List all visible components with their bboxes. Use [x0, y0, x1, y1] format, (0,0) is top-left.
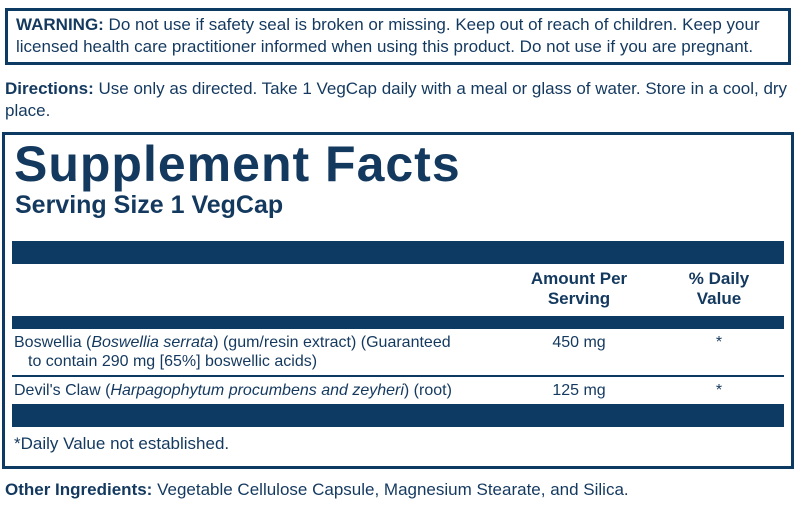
directions-text: Use only as directed. Take 1 VegCap dail…	[5, 79, 788, 120]
ingredient-name-pre: Devil's Claw (	[14, 381, 111, 399]
ingredient-latin-name: Harpagophytum procumbens and zeyheri	[110, 381, 404, 399]
warning-text: Do not use if safety seal is broken or m…	[16, 15, 760, 56]
dv-header-line2: Value	[696, 288, 742, 308]
warning-label: WARNING:	[16, 15, 104, 34]
supplement-facts-title: Supplement Facts	[14, 136, 461, 192]
dv-header-line1: % Daily	[688, 268, 750, 288]
ingredient-name-pre: Boswellia (	[14, 333, 92, 351]
column-header-row: Amount Per Serving % Daily Value	[12, 264, 784, 316]
ingredient-name-line2: to contain 290 mg [65%] boswellic acids)	[28, 352, 318, 370]
other-ingredients-paragraph: Other Ingredients: Vegetable Cellulose C…	[5, 479, 788, 501]
ingredient-name: Devil's Claw (Harpagophytum procumbens a…	[12, 381, 504, 400]
ingredient-daily-value: *	[715, 333, 723, 351]
directions-label: Directions:	[5, 79, 94, 98]
supplement-facts-panel: Supplement Facts Serving Size 1 VegCap A…	[2, 132, 794, 469]
divider-bar-under-header	[12, 315, 784, 329]
ingredient-latin-name: Boswellia serrata	[91, 333, 214, 351]
ingredient-daily-value: *	[715, 381, 723, 399]
daily-value-footnote: *Daily Value not established.	[14, 433, 230, 453]
ingredient-name-post: ) (root)	[403, 381, 452, 399]
divider-bar-top	[12, 240, 784, 264]
column-header-amount-per-serving: Amount Per Serving	[504, 269, 654, 309]
ingredient-name: Boswellia (Boswellia serrata) (gum/resin…	[12, 333, 504, 371]
warning-box: WARNING: Do not use if safety seal is br…	[5, 8, 791, 65]
directions-paragraph: Directions: Use only as directed. Take 1…	[5, 78, 788, 121]
amount-header-line1: Amount Per	[530, 268, 628, 288]
ingredient-amount: 450 mg	[552, 333, 606, 351]
ingredient-row-devils-claw: Devil's Claw (Harpagophytum procumbens a…	[12, 377, 784, 404]
ingredient-name-line1: Devil's Claw (Harpagophytum procumbens a…	[14, 381, 504, 400]
other-ingredients-text: Vegetable Cellulose Capsule, Magnesium S…	[152, 479, 629, 499]
ingredient-row-boswellia: Boswellia (Boswellia serrata) (gum/resin…	[12, 329, 784, 377]
divider-bar-bottom	[12, 403, 784, 427]
amount-header-line2: Serving	[547, 288, 611, 308]
ingredient-amount: 125 mg	[552, 381, 606, 399]
ingredient-name-line1: Boswellia (Boswellia serrata) (gum/resin…	[14, 333, 504, 352]
serving-size: Serving Size 1 VegCap	[15, 191, 284, 219]
ingredient-name-post: ) (gum/resin extract) (Guaranteed	[213, 333, 451, 351]
other-ingredients-label: Other Ingredients:	[5, 479, 153, 499]
column-header-daily-value: % Daily Value	[654, 269, 784, 309]
